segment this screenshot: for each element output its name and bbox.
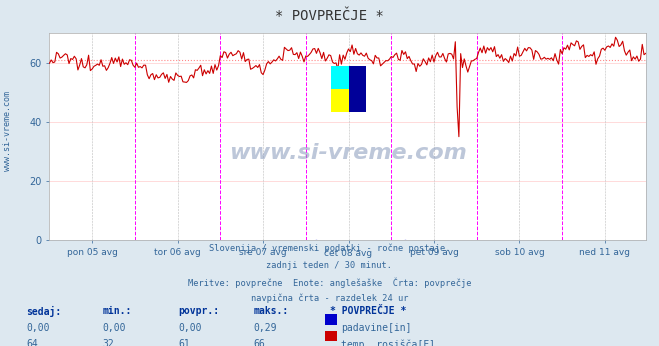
Bar bbox=[331, 89, 349, 112]
Text: * POVPREČJE *: * POVPREČJE * bbox=[275, 9, 384, 22]
Text: 32: 32 bbox=[102, 339, 114, 346]
Text: zadnji teden / 30 minut.: zadnji teden / 30 minut. bbox=[266, 261, 393, 270]
Text: povpr.:: povpr.: bbox=[178, 306, 219, 316]
Text: www.si-vreme.com: www.si-vreme.com bbox=[229, 143, 467, 163]
Text: 64: 64 bbox=[26, 339, 38, 346]
Text: Slovenija / vremenski podatki - ročne postaje.: Slovenija / vremenski podatki - ročne po… bbox=[209, 244, 450, 253]
Text: maks.:: maks.: bbox=[254, 306, 289, 316]
Text: * POVPREČJE *: * POVPREČJE * bbox=[330, 306, 406, 316]
Text: min.:: min.: bbox=[102, 306, 132, 316]
Text: www.si-vreme.com: www.si-vreme.com bbox=[3, 91, 13, 172]
Text: navpična črta - razdelek 24 ur: navpična črta - razdelek 24 ur bbox=[251, 294, 408, 303]
Bar bbox=[331, 66, 349, 89]
Text: 66: 66 bbox=[254, 339, 266, 346]
Text: sedaj:: sedaj: bbox=[26, 306, 61, 317]
Text: 0,29: 0,29 bbox=[254, 323, 277, 333]
Text: Meritve: povprečne  Enote: anglešaške  Črta: povprečje: Meritve: povprečne Enote: anglešaške Črt… bbox=[188, 277, 471, 288]
Text: temp. rosišča[F]: temp. rosišča[F] bbox=[341, 339, 436, 346]
Text: 0,00: 0,00 bbox=[102, 323, 126, 333]
Text: padavine[in]: padavine[in] bbox=[341, 323, 412, 333]
Text: 61: 61 bbox=[178, 339, 190, 346]
Text: 0,00: 0,00 bbox=[178, 323, 202, 333]
Text: 0,00: 0,00 bbox=[26, 323, 50, 333]
Bar bbox=[349, 66, 366, 112]
